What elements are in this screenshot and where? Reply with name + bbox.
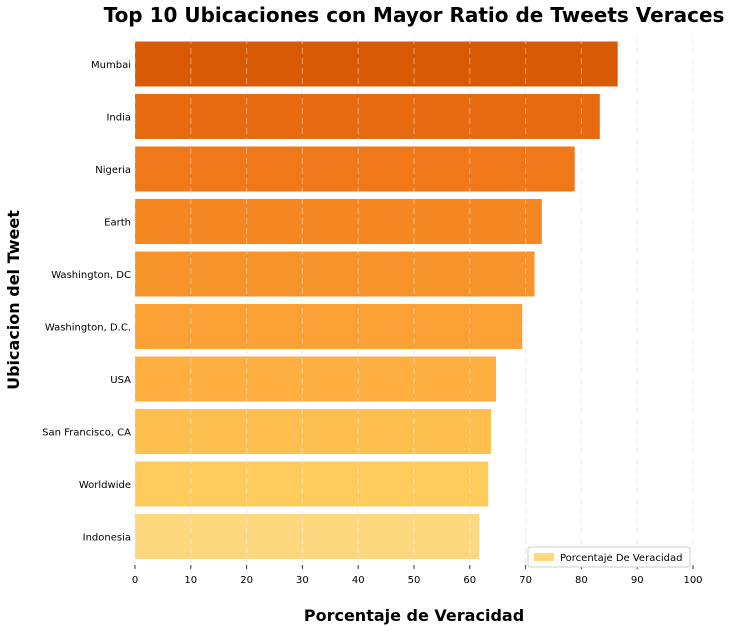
bar: [135, 146, 575, 192]
bar: [135, 41, 618, 87]
y-tick-label: Indonesia: [83, 533, 131, 544]
bar: [135, 356, 497, 402]
bar: [135, 251, 535, 297]
x-axis-label: Porcentaje de Veracidad: [304, 606, 524, 625]
x-tick-label: 30: [296, 575, 309, 586]
y-tick-label: San Francisco, CA: [42, 428, 131, 439]
x-tick-label: 50: [408, 575, 421, 586]
x-tick-label: 90: [631, 575, 644, 586]
x-tick-label: 80: [575, 575, 588, 586]
y-tick-label: Washington, DC: [51, 270, 131, 281]
y-axis-label: Ubicacion del Tweet: [4, 210, 23, 390]
x-tick-label: 0: [132, 575, 138, 586]
y-tick-label: Nigeria: [95, 165, 131, 176]
bar: [135, 94, 600, 139]
y-tick-label: Mumbai: [91, 60, 131, 71]
legend-box: [527, 546, 691, 568]
y-tick-label: Earth: [104, 218, 131, 229]
x-tick-label: 100: [683, 575, 702, 586]
bar: [135, 304, 523, 349]
y-tick-label: India: [106, 113, 131, 124]
grid-lines: [134, 38, 694, 563]
legend: Porcentaje De Veracidad: [527, 546, 691, 568]
bar: [135, 461, 489, 507]
y-tick-label: Washington, D.C.: [45, 323, 131, 334]
bar: [135, 514, 480, 559]
chart-title: Top 10 Ubicaciones con Mayor Ratio de Tw…: [104, 3, 725, 27]
x-tick-label: 40: [352, 575, 365, 586]
legend-swatch: [534, 553, 554, 561]
y-tick-labels: Mumbai India Nigeria Earth Washington, DC Was…: [42, 60, 131, 544]
x-tick-label: 70: [519, 575, 532, 586]
legend-label: Porcentaje De Veracidad: [560, 553, 682, 564]
x-tick-label: 60: [463, 575, 476, 586]
x-tick-label: 20: [240, 575, 253, 586]
bars: [135, 41, 618, 559]
y-tick-label: Worldwide: [79, 480, 131, 491]
y-tick-label: USA: [110, 375, 131, 386]
x-tick-labels: 0 10 20 30 40 50 60 70 80 90 100: [132, 565, 703, 586]
x-tick-label: 10: [184, 575, 197, 586]
bar: [135, 199, 542, 244]
grid-lines-over-bars: [134, 38, 694, 563]
bar: [135, 409, 492, 454]
